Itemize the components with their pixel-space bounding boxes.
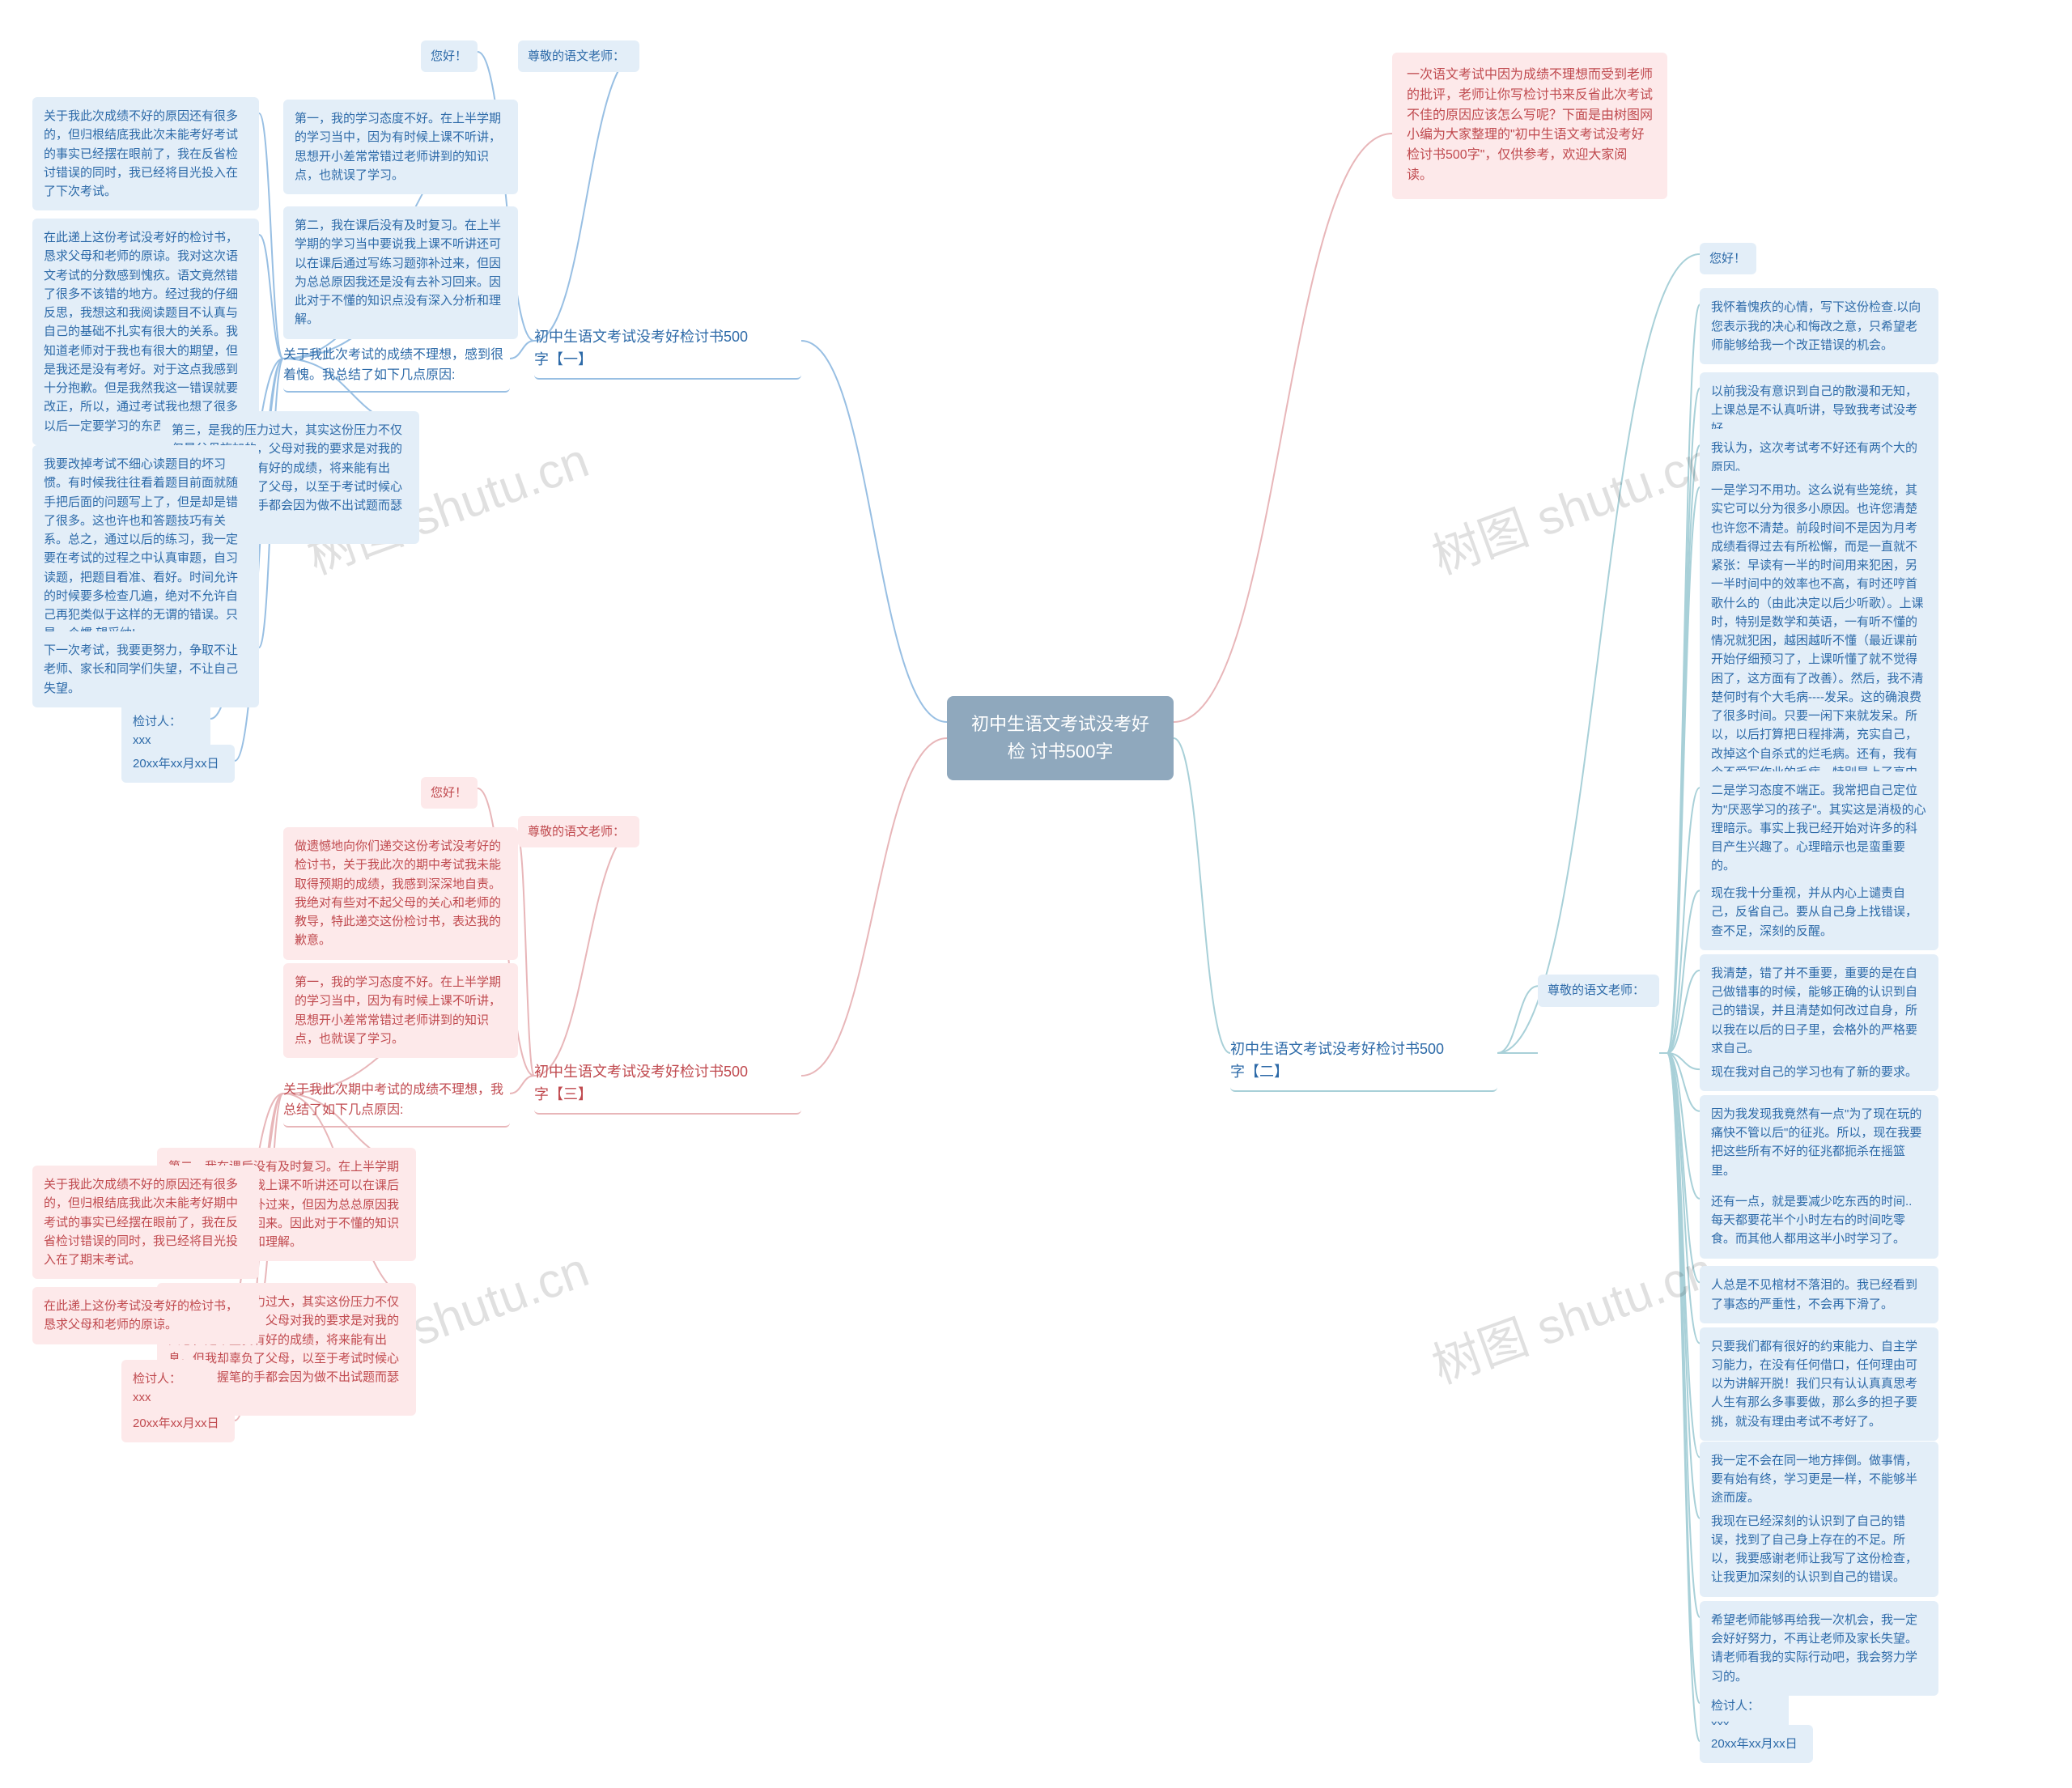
leaf-node: 关于我此次成绩不好的原因还有很多的，但归根结底我此次未能考好期中考试的事实已经摆… (32, 1166, 259, 1279)
leaf-node: 20xx年xx月xx日 (121, 1404, 235, 1442)
leaf-node: 尊敬的语文老师： (518, 816, 639, 847)
leaf-node: 您好！ (1700, 243, 1756, 274)
leaf-node: 20xx年xx月xx日 (1700, 1725, 1813, 1763)
center-node: 初中生语文考试没考好检 讨书500字 (947, 696, 1174, 780)
leaf-node: 20xx年xx月xx日 (121, 745, 235, 783)
leaf-node: 第二，我在课后没有及时复习。在上半学期的学习当中要说我上课不听讲还可以在课后通过… (283, 206, 518, 339)
leaf-node: 第一，我的学习态度不好。在上半学期的学习当中，因为有时候上课不听讲，思想开小差常… (283, 963, 518, 1058)
leaf-node: 我怀着愧疚的心情，写下这份检查.以向您表示我的决心和悔改之意，只希望老师能够给我… (1700, 288, 1938, 364)
leaf-node: 在此递上这份考试没考好的检讨书，恳求父母和老师的原谅。 (32, 1287, 259, 1344)
leaf-node: 现在我对自己的学习也有了新的要求。 (1700, 1053, 1938, 1091)
leaf-node: 希望老师能够再给我一次机会，我一定会好好努力，不再让老师及家长失望。请老师看我的… (1700, 1601, 1938, 1696)
leaf-node: 二是学习态度不端正。我常把自己定位为"厌恶学习的孩子"。其实这是消极的心理暗示。… (1700, 771, 1938, 885)
leaf-node: 尊敬的语文老师： (518, 40, 639, 72)
leaf-node: 尊敬的语文老师： (1538, 975, 1659, 1006)
leaf-node: 做遗憾地向你们递交这份考试没考好的检讨书，关于我此次的期中考试我未能取得预期的成… (283, 827, 518, 960)
leaf-node: 您好！ (421, 777, 478, 809)
leaf-node: 关于我此次成绩不好的原因还有很多的，但归根结底我此次未能考好考试的事实已经摆在眼… (32, 97, 259, 210)
watermark: 树图 shutu.cn (1421, 421, 1722, 588)
intro-node: 一次语文考试中因为成绩不理想而受到老师的批评，老师让你写检讨书来反省此次考试不佳… (1392, 53, 1667, 199)
leaf-node: 还有一点，就是要减少吃东西的时间.. 每天都要花半个小时左右的时间吃零食。而其他… (1700, 1183, 1938, 1259)
leaf-node: 第一，我的学习态度不好。在上半学期的学习当中，因为有时候上课不听讲，思想开小差常… (283, 100, 518, 194)
branch-title: 初中生语文考试没考好检讨书500字【三】 (534, 1055, 801, 1115)
leaf-node: 只要我们都有很好的约束能力、自主学习能力，在没有任何借口，任何理由可以为讲解开脱… (1700, 1327, 1938, 1441)
hub-node: 关于我此次期中考试的成绩不理想，我总结了如下几点原因: (283, 1076, 510, 1128)
branch-title: 初中生语文考试没考好检讨书500字【一】 (534, 320, 801, 380)
leaf-node: 现在我十分重视，并从内心上谴责自己，反省自己。要从自己身上找错误，查不足，深刻的… (1700, 874, 1938, 950)
hub-node: 关于我此次考试的成绩不理想，感到很着愧。我总结了如下几点原因: (283, 341, 510, 393)
leaf-node: 我清楚，错了并不重要，重要的是在自己做错事的时候，能够正确的认识到自己的错误，并… (1700, 954, 1938, 1068)
leaf-node: 因为我发现我竟然有一点"为了现在玩的痛快不管以后"的征兆。所以，现在我要把这些所… (1700, 1095, 1938, 1190)
leaf-node: 我现在已经深刻的认识到了自己的错误，找到了自己身上存在的不足。所以，我要感谢老师… (1700, 1502, 1938, 1597)
leaf-node: 我要改掉考试不细心读题目的坏习惯。有时候我往往看着题目前面就随手把后面的问题写上… (32, 445, 259, 653)
leaf-node: 您好！ (421, 40, 478, 72)
leaf-node: 下一次考试，我要更努力，争取不让老师、家长和同学们失望，不让自己失望。 (32, 631, 259, 707)
watermark: 树图 shutu.cn (1421, 1230, 1722, 1397)
leaf-node: 人总是不见棺材不落泪的。我已经看到了事态的严重性，不会再下滑了。 (1700, 1266, 1938, 1323)
branch-title: 初中生语文考试没考好检讨书500字【二】 (1230, 1032, 1497, 1092)
